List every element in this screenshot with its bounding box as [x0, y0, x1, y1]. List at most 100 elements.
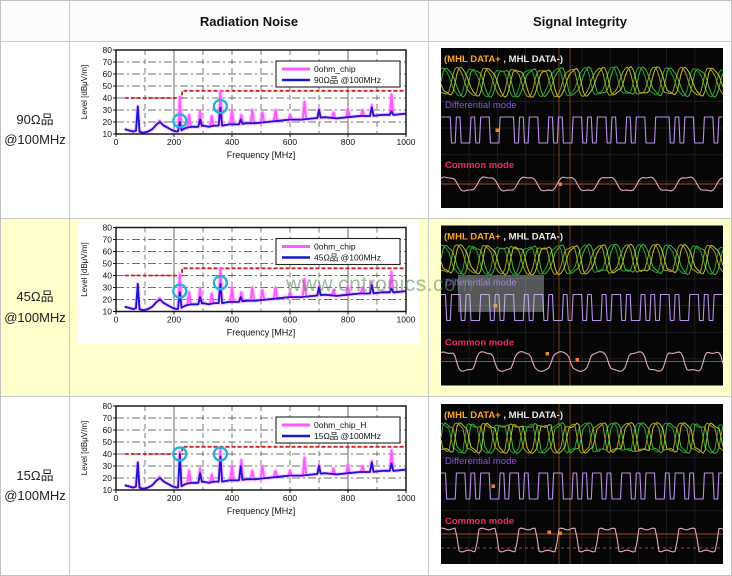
header-blank-cell	[1, 1, 69, 41]
plot-frame	[115, 226, 407, 313]
svg-text:800: 800	[341, 137, 355, 147]
peak-marker-circle	[172, 446, 188, 462]
scope-channel-title: (MHL DATA+ , MHL DATA-)	[444, 410, 563, 421]
part-condition: @100MHz	[4, 309, 66, 325]
radiation-chart-cell-15ohm: 10 20 30 40 50 60 70 80 0 200 400 600 800 1000 Frequen…	[70, 397, 428, 575]
differential-mode-waveform	[441, 293, 723, 322]
svg-text:80: 80	[103, 401, 113, 411]
part-name: 45Ω品	[16, 289, 54, 305]
y-axis-label: Level [dBμV/m]	[80, 65, 89, 119]
svg-text:20: 20	[103, 473, 113, 483]
x-axis-label: Frequency [MHz]	[227, 506, 296, 516]
svg-text:1000: 1000	[397, 137, 416, 147]
svg-text:600: 600	[283, 493, 297, 503]
svg-text:50: 50	[103, 437, 113, 447]
svg-text:1000: 1000	[397, 315, 416, 325]
svg-text:60: 60	[103, 69, 113, 79]
differential-mode-waveform	[441, 116, 723, 144]
common-mode-label: Common mode	[445, 338, 514, 349]
header-radiation-noise: Radiation Noise	[70, 1, 428, 41]
scope-marker-dot	[493, 304, 497, 308]
svg-text:600: 600	[283, 137, 297, 147]
svg-text:0: 0	[114, 493, 119, 503]
x-axis-label: Frequency [MHz]	[227, 150, 296, 160]
scope-marker-dot	[547, 530, 551, 534]
emission-limit-line	[124, 89, 406, 99]
differential-mode-waveform	[441, 472, 723, 500]
radiation-noise-title: Radiation Noise	[199, 13, 299, 29]
svg-text:200: 200	[167, 137, 181, 147]
differential-mode-label: Differential mode	[445, 456, 517, 467]
mhl-data-waveforms	[440, 422, 724, 454]
svg-text:400: 400	[225, 137, 239, 147]
svg-text:80: 80	[103, 223, 113, 233]
scope-marker-dot	[495, 128, 499, 132]
part-condition: @100MHz	[4, 132, 66, 147]
oscilloscope-capture-15ohm: (MHL DATA+ , MHL DATA-) Differential mode…	[440, 404, 724, 564]
svg-text:20: 20	[103, 295, 113, 305]
peak-marker-circle	[212, 275, 229, 291]
common-mode-label: Common mode	[445, 516, 514, 527]
svg-text:60: 60	[103, 425, 113, 435]
svg-text:10: 10	[103, 307, 113, 317]
y-axis-label: Level [dBμV/m]	[80, 421, 89, 475]
common-mode-label: Common mode	[445, 160, 514, 171]
svg-text:200: 200	[167, 315, 181, 325]
svg-text:800: 800	[341, 315, 355, 325]
emission-limit-line	[124, 445, 406, 455]
scope-marker-dot	[575, 358, 579, 362]
scope-marker-dot	[545, 352, 549, 356]
mhl-data-waveforms	[440, 243, 724, 276]
peak-marker-circle	[212, 446, 229, 462]
peak-marker-circle	[172, 113, 188, 129]
mhl-data-waveforms	[440, 66, 724, 98]
common-mode-waveform	[440, 351, 724, 372]
scope-cell-45ohm: (MHL DATA+ , MHL DATA-) Differential mode…	[429, 219, 731, 396]
differential-mode-label: Differential mode	[445, 100, 517, 111]
svg-text:400: 400	[225, 493, 239, 503]
x-axis-label: Frequency [MHz]	[227, 328, 296, 338]
svg-text:40: 40	[103, 93, 113, 103]
svg-text:20: 20	[103, 117, 113, 127]
svg-text:50: 50	[103, 81, 113, 91]
row-label-45ohm: 45Ω品 @100MHz	[1, 219, 69, 396]
svg-text:600: 600	[283, 315, 297, 325]
svg-text:70: 70	[103, 235, 113, 245]
differential-mode-label: Differential mode	[445, 278, 517, 289]
svg-text:0: 0	[114, 315, 119, 325]
oscilloscope-capture-45ohm: (MHL DATA+ , MHL DATA-) Differential mode…	[440, 225, 724, 386]
svg-text:800: 800	[341, 493, 355, 503]
part-name: 15Ω品	[16, 467, 54, 483]
svg-text:10: 10	[103, 129, 113, 139]
svg-text:200: 200	[167, 493, 181, 503]
signal-integrity-title: Signal Integrity	[533, 13, 627, 29]
noise-series-product	[124, 453, 407, 490]
common-mode-waveform	[441, 527, 724, 553]
emission-limit-line	[124, 267, 406, 277]
y-axis-label: Level [dBμV/m]	[80, 242, 89, 296]
svg-text:0ohm_chip: 0ohm_chip	[314, 64, 356, 74]
radiation-chart-cell-90ohm: 10 20 30 40 50 60 70 80 0 200 400 600 800 1000 Frequen…	[70, 42, 428, 218]
svg-text:30: 30	[103, 105, 113, 115]
scope-channel-title: (MHL DATA+ , MHL DATA-)	[444, 232, 563, 243]
noise-series-product	[124, 105, 407, 134]
svg-text:45Ω品 @100MHz: 45Ω品 @100MHz	[314, 253, 381, 263]
row-label-90ohm: 90Ω品 @100MHz	[1, 42, 69, 218]
row-label-15ohm: 15Ω品 @100MHz	[1, 397, 69, 575]
scope-cell-90ohm: (MHL DATA+ , MHL DATA-) Differential mode…	[429, 42, 731, 218]
svg-text:30: 30	[103, 283, 113, 293]
scope-channel-title: (MHL DATA+ , MHL DATA-)	[444, 54, 563, 65]
common-mode-waveform	[440, 176, 724, 192]
svg-text:70: 70	[103, 413, 113, 423]
scope-marker-dot	[491, 484, 495, 488]
part-condition: @100MHz	[4, 488, 66, 503]
